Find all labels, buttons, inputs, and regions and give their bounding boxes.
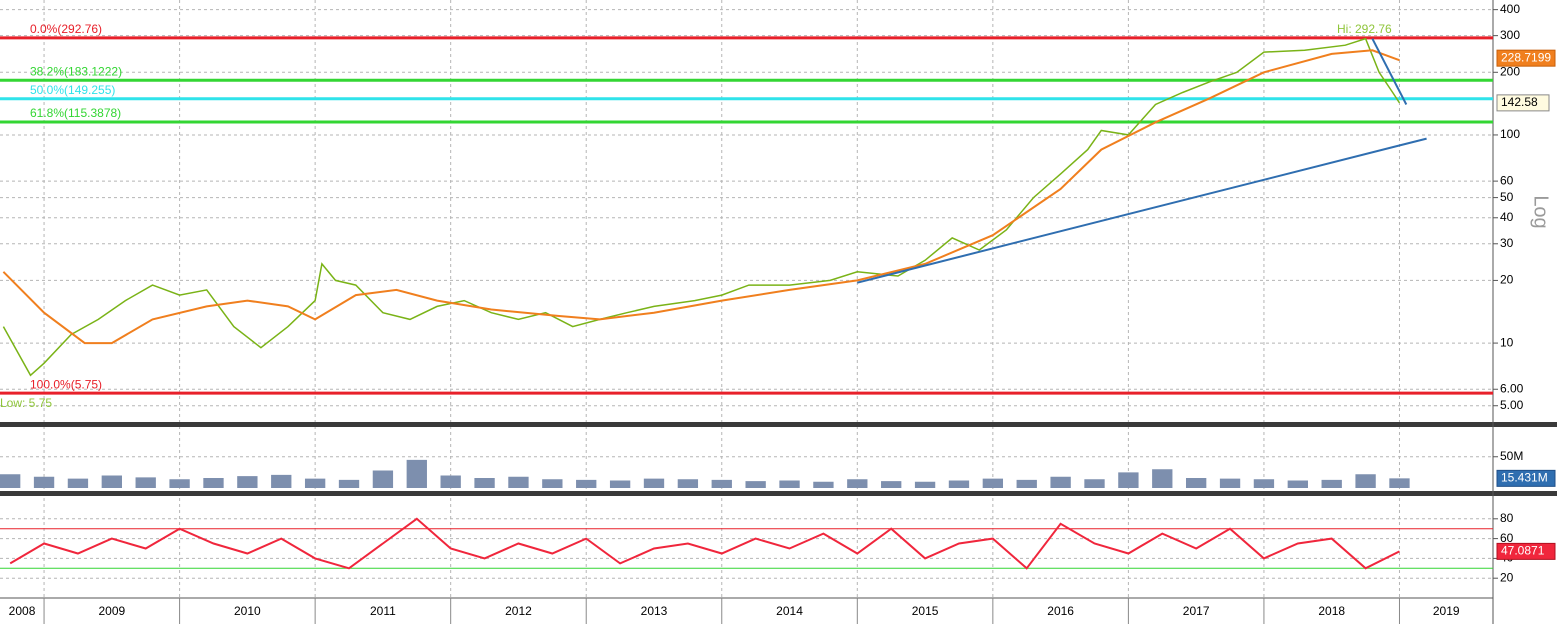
x-tick-label: 2014 <box>776 604 803 618</box>
x-tick-label: 2008 <box>9 604 36 618</box>
volume-bar <box>1185 478 1207 488</box>
volume-bar <box>203 478 224 488</box>
value-box <box>1496 49 1556 67</box>
volume-bar <box>847 479 868 488</box>
level-label: 61.8%(115.3878) <box>30 106 121 120</box>
volume-bar <box>1253 479 1275 488</box>
panel-separator <box>0 422 1557 427</box>
y-tick-label: 200 <box>1500 64 1520 78</box>
axis-label: Log <box>1530 195 1552 228</box>
y-tick-label: 60 <box>1500 531 1514 545</box>
value-box <box>1496 94 1550 112</box>
volume-bar <box>33 476 55 488</box>
y-tick-label: 100 <box>1500 127 1520 141</box>
y-tick-label: 400 <box>1500 2 1520 16</box>
y-tick-label: 50 <box>1500 190 1514 204</box>
series-line <box>2 49 1400 345</box>
y-tick-label: 40 <box>1500 210 1514 224</box>
volume-bar <box>1219 478 1241 488</box>
x-tick-label: 2010 <box>234 604 261 618</box>
volume-bar <box>1287 480 1308 488</box>
y-tick-label: 50M <box>1500 449 1523 463</box>
x-tick-label: 2019 <box>1433 604 1460 618</box>
y-tick-label: 20 <box>1500 570 1514 584</box>
volume-bar <box>609 480 631 488</box>
x-tick-label: 2017 <box>1183 604 1210 618</box>
annotation: Low: 5.75 <box>0 396 52 410</box>
volume-bar <box>271 474 292 488</box>
volume-bar <box>1389 478 1410 488</box>
volume-bar <box>576 479 597 488</box>
x-tick-label: 2009 <box>98 604 125 618</box>
volume-bar <box>1084 479 1105 488</box>
volume-bar <box>372 470 394 488</box>
volume-bar <box>440 475 461 488</box>
volume-bar <box>474 478 495 488</box>
volume-bar <box>338 479 360 488</box>
y-tick-label: 80 <box>1500 511 1514 525</box>
volume-bar <box>67 478 89 488</box>
volume-bar <box>406 459 427 488</box>
y-tick-label: 60 <box>1500 173 1514 187</box>
value-label: 15.431M <box>1501 471 1548 485</box>
volume-bar <box>0 474 21 488</box>
volume-bar <box>101 475 122 488</box>
volume-bar <box>948 480 970 488</box>
volume-bar <box>1355 474 1376 488</box>
volume-bar <box>1118 472 1139 488</box>
x-tick-label: 2011 <box>370 604 396 618</box>
y-tick-label: 20 <box>1500 273 1514 287</box>
volume-bar <box>1152 469 1173 488</box>
volume-bar <box>881 481 902 488</box>
value-label: 228.7199 <box>1501 50 1551 64</box>
y-tick-label: 5.00 <box>1500 398 1524 412</box>
volume-bar <box>508 476 529 488</box>
x-tick-label: 2013 <box>641 604 668 618</box>
volume-bar <box>711 479 732 488</box>
value-label: 142.58 <box>1501 95 1538 109</box>
x-tick-label: 2018 <box>1318 604 1345 618</box>
value-box <box>1496 542 1556 560</box>
volume-bar <box>982 478 1004 488</box>
series-line <box>2 37 1401 377</box>
x-tick-label: 2015 <box>912 604 939 618</box>
level-label: 38.2%(183.1222) <box>30 64 122 78</box>
volume-bar <box>745 481 766 488</box>
y-tick-label: 10 <box>1500 335 1514 349</box>
volume-bar <box>304 478 326 488</box>
level-label: 0.0%(292.76) <box>30 22 102 36</box>
y-tick-label: 300 <box>1500 28 1520 42</box>
value-label: 47.0871 <box>1501 544 1545 558</box>
volume-bar <box>914 481 936 488</box>
panel-separator <box>0 491 1557 496</box>
volume-bar <box>643 478 665 488</box>
volume-bar <box>237 476 258 488</box>
volume-bar <box>1050 476 1071 488</box>
volume-bar <box>813 481 834 488</box>
value-box <box>1496 469 1556 487</box>
volume-bar <box>779 480 800 488</box>
annotation: Hi: 292.76 <box>1337 22 1392 36</box>
volume-bar <box>169 479 190 488</box>
y-tick-label: 30 <box>1500 236 1514 250</box>
level-label: 100.0%(5.75) <box>30 377 102 391</box>
y-tick-label: 6.00 <box>1500 381 1524 395</box>
x-tick-label: 2016 <box>1047 604 1074 618</box>
volume-bar <box>135 477 156 488</box>
volume-bar <box>1016 479 1037 488</box>
series-line <box>1371 38 1408 105</box>
volume-bar <box>542 479 563 488</box>
series-line <box>9 517 1400 570</box>
volume-bar <box>677 479 699 488</box>
level-label: 50.0%(149.255) <box>30 83 115 97</box>
series-line <box>857 137 1427 284</box>
x-tick-label: 2012 <box>505 604 532 618</box>
volume-bar <box>1321 479 1342 488</box>
